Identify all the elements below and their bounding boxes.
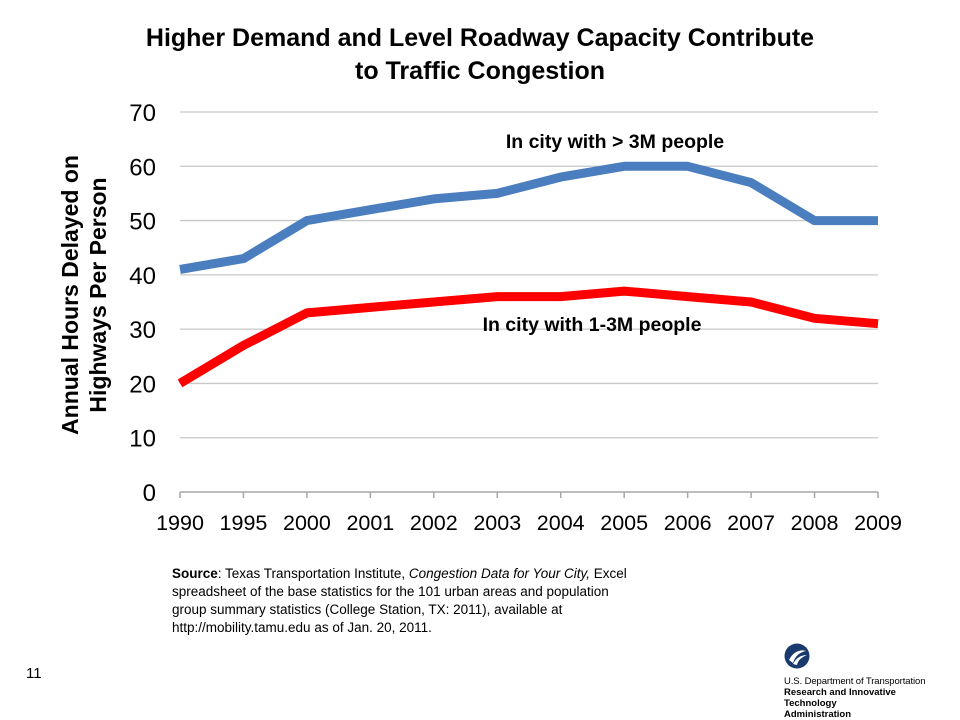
x-tick-label: 2006: [664, 511, 712, 535]
x-tick-label: 2000: [283, 511, 331, 535]
y-tick-label: 10: [129, 426, 156, 453]
logo-line-2: Research and Innovative Technology: [784, 687, 896, 709]
x-tick-label: 2008: [791, 511, 839, 535]
x-tick-label: 2002: [410, 511, 458, 535]
x-tick-label: 2009: [854, 511, 902, 535]
x-tick-label: 2005: [600, 511, 648, 535]
series-line-2: [177, 286, 879, 388]
chart-title-line-2: to Traffic Congestion: [355, 57, 605, 85]
page-number: 11: [26, 665, 42, 682]
source-text-2: Excel spreadsheet of the base statistics…: [172, 566, 627, 635]
series-label-2: In city with 1-3M people: [483, 314, 702, 336]
x-tick-label: 1990: [156, 511, 204, 535]
y-tick-label: 60: [129, 154, 156, 181]
y-axis-label-line-2: Highways Per Person: [85, 177, 111, 413]
source-italic: Congestion Data for Your City,: [408, 566, 590, 581]
x-tick-label: 2007: [727, 511, 775, 535]
x-tick-label: 2003: [473, 511, 521, 535]
x-tick-label: 2001: [346, 511, 394, 535]
source-text-1: : Texas Transportation Institute,: [217, 566, 409, 581]
x-tick-label: 2004: [537, 511, 585, 535]
series-line-1: [179, 161, 878, 274]
y-tick-label: 0: [143, 480, 156, 507]
series-label-1: In city with > 3M people: [506, 131, 724, 153]
y-tick-label: 50: [129, 209, 156, 236]
logo-line-1: U.S. Department of Transportation: [784, 676, 926, 687]
chart-title: Higher Demand and Level Roadway Capacity…: [60, 22, 900, 88]
logo-line-3: Administration: [784, 709, 852, 720]
dot-emblem-icon: [784, 643, 810, 669]
y-axis-label: Annual Hours Delayed on Highways Per Per…: [56, 135, 112, 455]
y-tick-label: 30: [129, 317, 156, 344]
y-tick-label: 70: [129, 100, 156, 127]
y-axis-label-line-1: Annual Hours Delayed on: [57, 155, 83, 435]
y-tick-label: 20: [129, 371, 156, 398]
source-note: Source: Texas Transportation Institute, …: [172, 565, 632, 637]
y-tick-label: 40: [129, 263, 156, 290]
chart-title-line-1: Higher Demand and Level Roadway Capacity…: [145, 24, 815, 52]
dot-logo: U.S. Department of Transportation Resear…: [784, 643, 939, 720]
x-tick-label: 1995: [220, 511, 268, 535]
source-label: Source: [172, 566, 218, 581]
